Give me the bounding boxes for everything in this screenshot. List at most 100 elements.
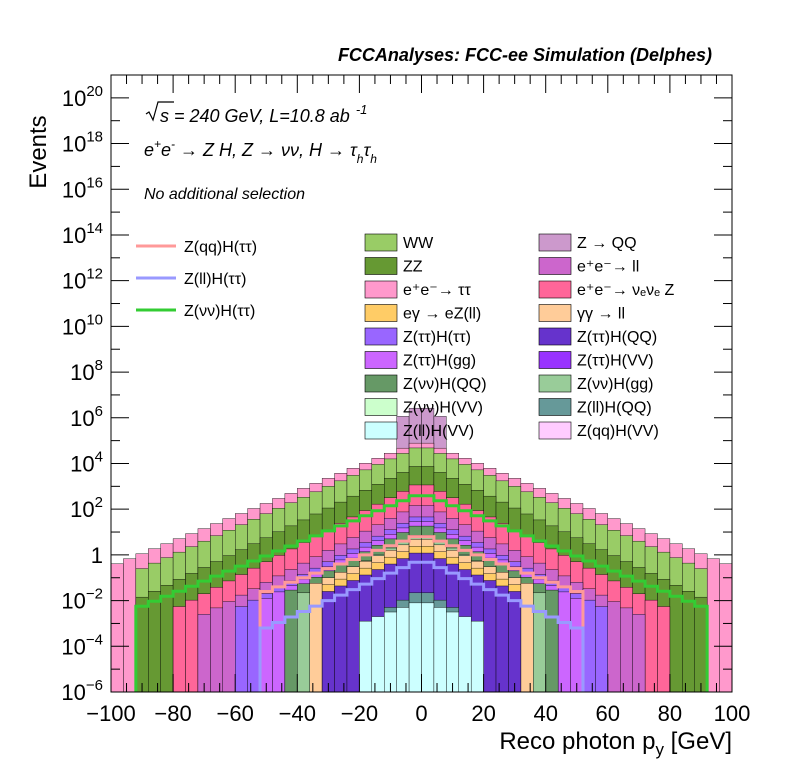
y-tick-label: 10−4 [61, 631, 103, 659]
stack-component [359, 602, 484, 693]
x-tick-label: −20 [341, 701, 378, 726]
x-tick-label: −40 [279, 701, 316, 726]
histogram-bar [197, 614, 211, 693]
process-annotation: e+e- → Z H, Z → νν, H → τhτh [144, 137, 377, 166]
histogram-bar [371, 616, 385, 693]
y-tick-label: 1020 [62, 83, 103, 111]
histogram-bar [172, 606, 186, 693]
legend-swatch [364, 304, 398, 322]
legend-label: Z(ll)H(VV) [403, 423, 474, 440]
y-axis-label: Events [25, 115, 52, 188]
histogram-bar [284, 589, 298, 693]
x-axis: −100 −80 −60 −40 −20 0 20 40 60 80 100 [86, 75, 750, 726]
histogram-bar [247, 599, 261, 693]
histogram-bar [470, 620, 484, 693]
histogram-bar [595, 606, 609, 693]
legend-label: Z(qq)H(VV) [577, 423, 659, 440]
histogram-bar [582, 599, 596, 693]
legend-swatch [538, 280, 572, 299]
y-tick-label: 108 [70, 357, 103, 385]
histogram-bar [321, 591, 335, 693]
x-tick-label: −60 [217, 701, 254, 726]
histogram-bar [495, 585, 509, 693]
y-tick-label: 10−2 [61, 586, 103, 614]
x-tick-label: 0 [415, 701, 427, 726]
y-tick-label: 1010 [62, 311, 103, 339]
legend-label: γγ → ll [577, 306, 625, 323]
y-tick-label: 1 [91, 543, 103, 568]
histogram-bar [359, 620, 373, 693]
histogram-bar [669, 585, 683, 693]
histogram-bar [533, 592, 546, 693]
histogram-bar [123, 558, 137, 693]
x-tick-label: 60 [596, 701, 620, 726]
histogram-bar [682, 591, 695, 693]
legend-label: Z(ττ)H(QQ) [577, 329, 657, 346]
legend-swatch [364, 327, 398, 346]
histogram-bar [719, 563, 733, 693]
histogram-bar [110, 563, 124, 693]
x-tick-label: −100 [86, 701, 136, 726]
legend-label: Z(ττ)H(ττ) [403, 329, 471, 346]
legend-label: Z(qq)H(ττ) [184, 239, 257, 256]
histogram-bar [160, 585, 174, 693]
histogram-bar [433, 607, 447, 693]
legend-swatch [538, 304, 572, 322]
sqrt-symbol [145, 101, 174, 122]
x-tick-label: 40 [533, 701, 557, 726]
legend-swatch [364, 233, 398, 252]
y-tick-label: 106 [70, 403, 103, 431]
y-tick-label: 10−6 [61, 677, 103, 705]
histogram-bar [458, 616, 472, 693]
legend-swatch [538, 233, 572, 252]
histogram-bar [222, 601, 236, 693]
y-tick-label: 1014 [62, 220, 103, 248]
legend-swatch [364, 421, 398, 440]
legend-swatch [538, 257, 572, 275]
histogram-bar [483, 580, 497, 693]
histogram-bar [148, 591, 161, 693]
svg-text:s = 240 GeV, L=10.8 ab-1: s = 240 GeV, L=10.8 ab -1 [160, 102, 367, 126]
signal-line [258, 560, 585, 692]
histogram-bar [607, 601, 621, 693]
y-tick-label: 104 [70, 448, 103, 476]
histogram-bar [421, 602, 435, 693]
chart-title: FCCAnalyses: FCC-ee Simulation (Delphes) [338, 45, 712, 65]
legend-swatch [538, 421, 572, 440]
histogram-bar [234, 606, 248, 693]
histogram-bar [694, 596, 708, 693]
histogram-bar [570, 598, 584, 693]
y-tick-label: 1018 [62, 129, 103, 157]
y-tick-label: 1016 [62, 174, 103, 202]
background-legend: WW Z → QQ ZZ e⁺e⁻→ ll e⁺e⁻→ ττ e⁺e⁻→ νₑνₑ Z eγ… [364, 233, 674, 440]
histogram-bar [259, 598, 273, 693]
legend-swatch [364, 374, 398, 393]
legend-label: Z → QQ [577, 235, 637, 252]
legend-swatch [364, 398, 398, 416]
histogram-stack [110, 407, 733, 693]
histogram-bar [706, 558, 720, 693]
histogram-bar [384, 611, 397, 693]
legend-label: e⁺e⁻→ νₑνₑ Z [577, 282, 674, 299]
legend-label: Z(νν)H(VV) [403, 400, 483, 417]
histogram-bar [309, 583, 323, 693]
legend-swatch [364, 351, 398, 369]
histogram-bar [520, 583, 534, 693]
x-tick-label: 20 [471, 701, 495, 726]
histogram-bar [297, 592, 310, 693]
histogram-bar [632, 614, 646, 693]
legend-swatch [364, 280, 398, 299]
histogram-bar [508, 591, 522, 693]
legend-swatch [538, 351, 572, 369]
legend-swatch [538, 327, 572, 346]
legend-label: Z(νν)H(QQ) [403, 376, 487, 393]
legend-label: e⁺e⁻→ ττ [403, 282, 471, 299]
legend-label: Z(νν)H(ττ) [184, 303, 255, 320]
legend-label: ZZ [403, 259, 423, 276]
legend-label: Z(ll)H(QQ) [577, 400, 652, 417]
histogram-bar [210, 607, 223, 693]
signal-line [134, 494, 709, 692]
legend-label: Z(ll)H(ττ) [184, 271, 246, 288]
x-tick-label: 80 [658, 701, 682, 726]
